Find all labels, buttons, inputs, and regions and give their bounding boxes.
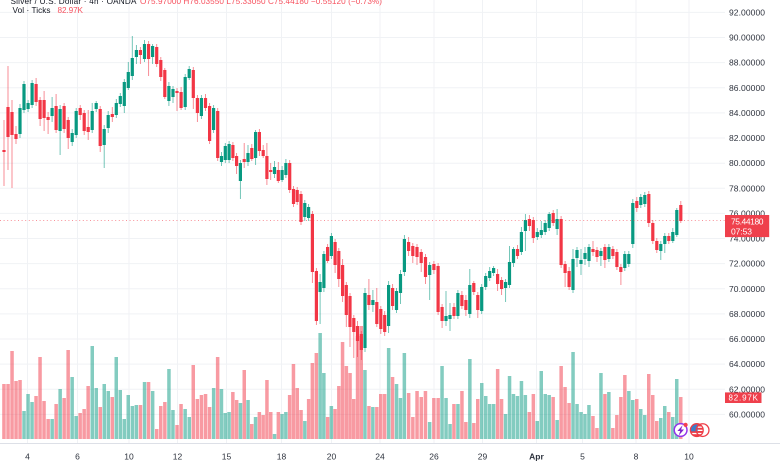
svg-text:10: 10: [684, 452, 694, 462]
svg-text:82.00000: 82.00000: [729, 133, 765, 143]
svg-text:82.97K: 82.97K: [729, 394, 759, 403]
svg-text:84.00000: 84.00000: [729, 108, 765, 118]
svg-text:Apr: Apr: [529, 452, 544, 462]
svg-text:62.00000: 62.00000: [729, 384, 765, 394]
svg-text:5: 5: [580, 452, 585, 462]
svg-text:78.00000: 78.00000: [729, 183, 765, 193]
svg-text:75.44180: 75.44180: [731, 217, 764, 227]
svg-text:90.00000: 90.00000: [729, 33, 765, 43]
svg-text:64.00000: 64.00000: [729, 359, 765, 369]
svg-text:82.97K: 82.97K: [58, 6, 84, 15]
svg-text:76.00000: 76.00000: [729, 208, 765, 218]
svg-text:20: 20: [327, 452, 337, 462]
svg-text:29: 29: [478, 452, 488, 462]
svg-text:6: 6: [75, 452, 80, 462]
svg-text:O75.97000 H76.03550 L75.33050: O75.97000 H76.03550 L75.33050 C75.44180 …: [140, 0, 382, 6]
svg-text:74.00000: 74.00000: [729, 234, 765, 244]
svg-text:26: 26: [429, 452, 439, 462]
svg-text:68.00000: 68.00000: [729, 309, 765, 319]
svg-text:15: 15: [222, 452, 232, 462]
svg-text:72.00000: 72.00000: [729, 259, 765, 269]
svg-text:07:53: 07:53: [731, 227, 752, 237]
svg-text:86.00000: 86.00000: [729, 83, 765, 93]
svg-text:66.00000: 66.00000: [729, 334, 765, 344]
svg-text:12: 12: [173, 452, 183, 462]
svg-text:10: 10: [124, 452, 134, 462]
svg-text:18: 18: [277, 452, 287, 462]
svg-text:4: 4: [25, 452, 30, 462]
svg-text:24: 24: [375, 452, 385, 462]
svg-text:88.00000: 88.00000: [729, 58, 765, 68]
svg-text:70.00000: 70.00000: [729, 284, 765, 294]
svg-text:8: 8: [634, 452, 639, 462]
svg-text:Silver / U.S. Dollar · 4h · OA: Silver / U.S. Dollar · 4h · OANDA: [11, 0, 138, 6]
svg-text:60.00000: 60.00000: [729, 409, 765, 419]
svg-text:92.00000: 92.00000: [729, 7, 765, 17]
svg-text:80.00000: 80.00000: [729, 158, 765, 168]
svg-text:Vol · Ticks: Vol · Ticks: [13, 6, 51, 15]
